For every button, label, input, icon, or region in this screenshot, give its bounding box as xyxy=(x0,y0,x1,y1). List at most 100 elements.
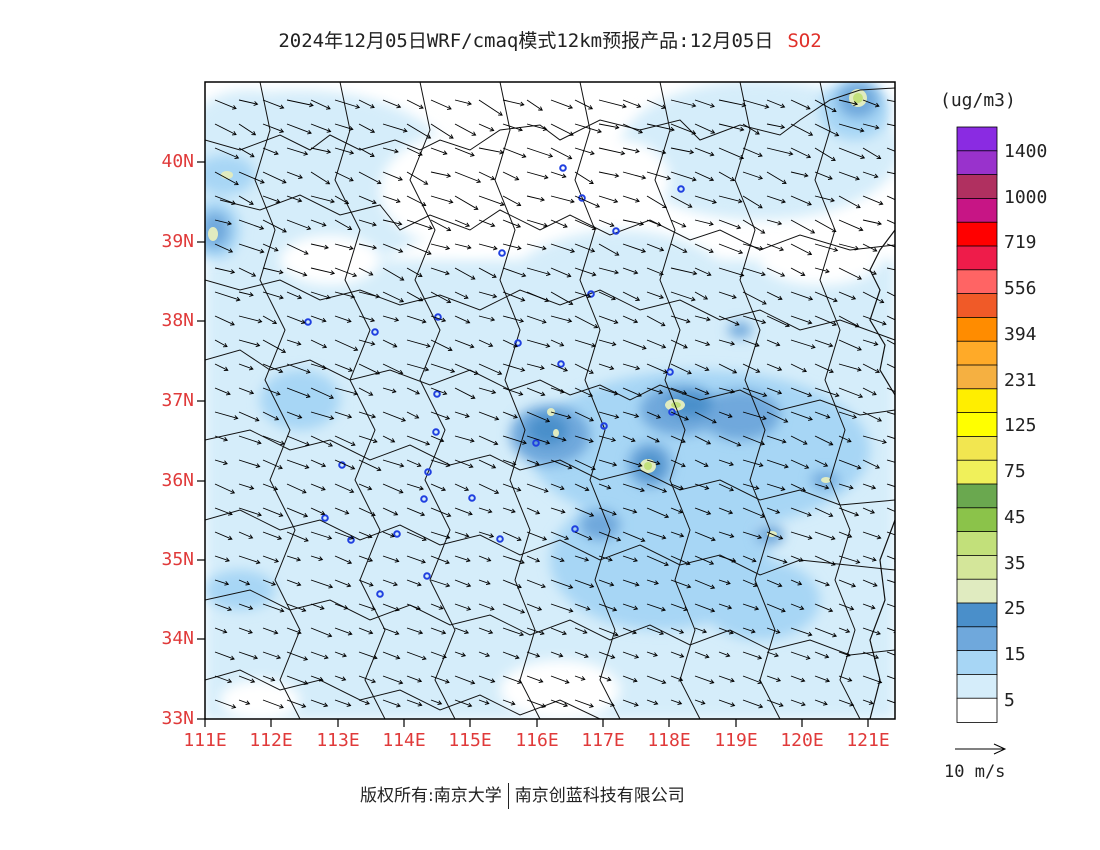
wind-arrow xyxy=(718,555,736,562)
wind-arrow-head xyxy=(499,201,505,207)
wind-arrow xyxy=(454,651,466,657)
wind-arrow-head xyxy=(545,440,551,445)
wind-arrow-head xyxy=(706,440,712,445)
wind-arrow-head xyxy=(367,533,373,539)
wind-arrow xyxy=(334,315,352,323)
wind-arrow-head xyxy=(567,464,573,470)
wind-arrow xyxy=(886,291,895,297)
wind-arrow-head xyxy=(757,203,763,209)
wind-arrow-head xyxy=(349,150,355,155)
wind-arrow xyxy=(430,435,444,442)
wind-arrow-head xyxy=(442,390,448,396)
colorbar-swatch xyxy=(956,412,998,438)
wind-arrow xyxy=(262,411,279,421)
wind-arrow xyxy=(598,699,615,706)
wind-arrow-head xyxy=(566,414,572,420)
wind-arrow-head xyxy=(757,534,763,540)
wind-arrow-head xyxy=(760,229,766,234)
wind-arrow xyxy=(718,579,731,585)
wind-arrow xyxy=(454,555,471,562)
wind-arrow xyxy=(718,627,734,634)
wind-arrow-head xyxy=(777,366,783,371)
wind-arrow xyxy=(214,435,228,441)
wind-arrow-head xyxy=(309,102,314,108)
wind-arrow-head xyxy=(542,536,548,541)
wind-arrow-head xyxy=(611,437,617,443)
wind-arrow-head xyxy=(355,104,361,109)
wind-arrow-head xyxy=(661,534,667,540)
wind-arrow-head xyxy=(348,126,354,131)
wind-arrow-head xyxy=(516,201,522,207)
wind-arrow xyxy=(334,387,358,395)
wind-arrow-head xyxy=(899,269,903,273)
wind-arrow-head xyxy=(324,244,329,250)
wind-arrow-head xyxy=(641,345,647,350)
wind-arrow-head xyxy=(417,151,423,156)
wind-arrow-head xyxy=(516,536,522,541)
wind-arrow-head xyxy=(539,630,545,636)
wind-arrow xyxy=(598,579,614,586)
wind-arrow xyxy=(838,99,858,105)
wind-arrow-head xyxy=(376,466,382,472)
wind-arrow xyxy=(790,555,804,562)
wind-arrow xyxy=(886,243,895,248)
wind-arrow xyxy=(670,675,683,681)
wind-arrow-head xyxy=(255,559,261,565)
wind-arrow xyxy=(262,459,283,469)
wind-arrow-head xyxy=(566,272,572,278)
wind-arrow xyxy=(742,627,756,633)
wind-arrow-head xyxy=(728,509,734,515)
wind-arrow xyxy=(646,171,671,180)
wind-arrow-head xyxy=(519,101,525,107)
wind-arrow xyxy=(214,507,233,515)
wind-arrow xyxy=(598,435,616,441)
wind-arrow-head xyxy=(279,104,285,110)
wind-arrow xyxy=(238,507,262,516)
wind-arrow xyxy=(286,651,308,661)
wind-arrow-head xyxy=(444,270,450,276)
wind-arrow-head xyxy=(223,366,229,372)
wind-arrow xyxy=(838,531,852,538)
lat-label-39n: 39N xyxy=(161,231,194,252)
wind-arrow xyxy=(646,411,661,419)
wind-arrow xyxy=(286,219,311,230)
wind-arrow xyxy=(262,195,280,203)
wind-arrow-head xyxy=(561,173,567,179)
wind-arrow-head xyxy=(739,126,745,132)
wind-arrow xyxy=(790,483,806,492)
colorbar-label-125: 125 xyxy=(1004,415,1037,436)
colorbar-swatch xyxy=(956,221,998,247)
wind-arrow-head xyxy=(329,394,335,399)
wind-arrow xyxy=(766,315,790,327)
wind-arrow xyxy=(718,435,741,446)
wind-arrow-head xyxy=(296,629,302,635)
wind-arrow xyxy=(382,315,399,321)
wind-arrow xyxy=(670,435,686,443)
wind-arrow xyxy=(334,291,355,298)
wind-arrow xyxy=(694,147,714,156)
wind-arrow-head xyxy=(325,105,331,110)
wind-arrow-head xyxy=(776,677,782,682)
wind-arrow xyxy=(814,579,830,586)
wind-arrow xyxy=(430,627,446,634)
wind-arrow-head xyxy=(632,629,637,635)
wind-arrow xyxy=(862,627,881,635)
wind-reference-arrow xyxy=(955,743,1007,755)
wind-arrow xyxy=(598,555,613,561)
wind-arrow-head xyxy=(230,655,235,661)
wind-arrow xyxy=(382,627,399,635)
wind-arrow-head xyxy=(877,679,883,684)
wind-arrow xyxy=(598,411,619,418)
wind-arrow-head xyxy=(518,391,524,396)
wind-arrow-head xyxy=(539,365,545,371)
wind-arrow xyxy=(862,603,875,609)
wind-arrow-head xyxy=(758,703,764,709)
wind-arrow-head xyxy=(739,154,745,160)
wind-arrow xyxy=(358,195,377,204)
wind-arrow xyxy=(838,243,859,250)
wind-arrow-head xyxy=(727,413,733,418)
wind-arrow xyxy=(382,459,404,467)
wind-arrow-head xyxy=(368,391,374,396)
wind-arrow-head xyxy=(370,511,376,517)
wind-arrow-head xyxy=(613,319,619,325)
